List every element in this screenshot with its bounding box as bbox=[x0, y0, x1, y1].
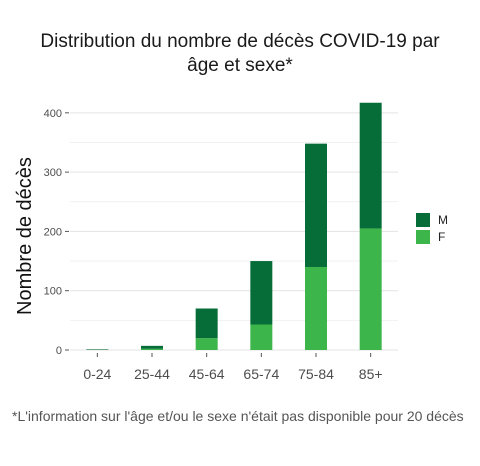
y-tick-label: 100 bbox=[44, 286, 62, 298]
x-tick-label: 65-74 bbox=[243, 366, 279, 382]
x-tick-label: 0-24 bbox=[83, 366, 111, 382]
legend-swatch-f bbox=[416, 230, 430, 244]
bar-f-25-44 bbox=[141, 348, 163, 350]
x-tick-label: 25-44 bbox=[134, 366, 170, 382]
footnote: *L'information sur l'âge et/ou le sexe n… bbox=[12, 408, 464, 424]
x-tick-label: 75-84 bbox=[298, 366, 334, 382]
chart-title-line-2: âge et sexe* bbox=[187, 55, 293, 76]
y-axis-label: Nombre de décès bbox=[14, 157, 36, 315]
stacked-bar-chart: 0 100 200 300 400 Nombre de décès 0-24 25-44 45-… bbox=[14, 102, 448, 382]
y-tick-label: 400 bbox=[44, 108, 62, 120]
chart-title-line-1: Distribution du nombre de décès COVID-19… bbox=[40, 31, 440, 52]
bar-f-45-64 bbox=[195, 338, 218, 350]
legend-label-m: M bbox=[438, 213, 448, 227]
bar-f-75-84 bbox=[305, 266, 327, 350]
legend-swatch-m bbox=[416, 213, 430, 227]
bar-m-65-74 bbox=[250, 261, 273, 325]
x-tick-label: 85+ bbox=[359, 366, 383, 382]
bar-m-45-64 bbox=[195, 308, 218, 339]
legend-label-f: F bbox=[438, 230, 445, 244]
bar-m-25-44 bbox=[141, 345, 163, 349]
y-tick-label: 0 bbox=[56, 345, 62, 357]
bar-m-85+ bbox=[359, 102, 382, 229]
bar-f-65-74 bbox=[250, 324, 273, 350]
chart-title: Distribution du nombre de décès COVID-19… bbox=[0, 30, 480, 78]
bar-m-75-84 bbox=[305, 143, 327, 267]
y-tick-label: 200 bbox=[44, 226, 62, 238]
y-tick-label: 300 bbox=[44, 167, 62, 179]
bar-f-85+ bbox=[359, 228, 382, 350]
bar-m-0-24 bbox=[86, 349, 109, 350]
x-tick-label: 45-64 bbox=[189, 366, 225, 382]
